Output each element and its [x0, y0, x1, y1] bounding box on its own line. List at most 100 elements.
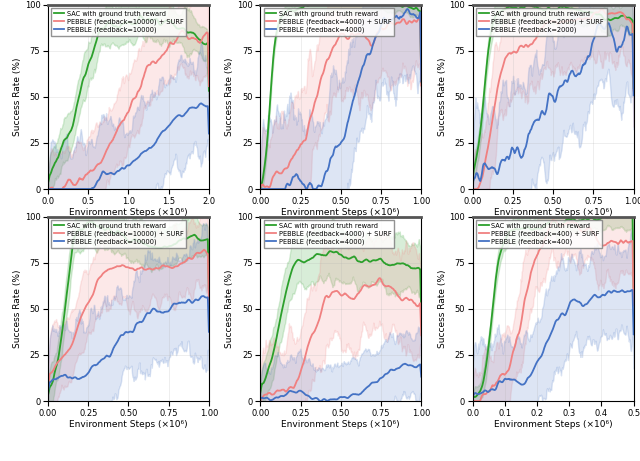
Text: (a) Hammer: (a) Hammer — [93, 259, 164, 272]
PEBBLE (feedback=4000) + SURF — [403, 295, 410, 301]
Line: PEBBLE (feedback=2000): PEBBLE (feedback=2000) — [473, 23, 634, 182]
PEBBLE (feedback=10000) + SURF — [143, 267, 150, 272]
Line: PEBBLE (feedback=4000) + SURF: PEBBLE (feedback=4000) + SURF — [260, 17, 421, 188]
Line: PEBBLE (feedback=400): PEBBLE (feedback=400) — [473, 290, 634, 397]
Line: SAC with ground truth reward: SAC with ground truth reward — [48, 16, 209, 183]
PEBBLE (feedback=10000) + SURF — [45, 186, 52, 192]
Line: SAC with ground truth reward: SAC with ground truth reward — [260, 5, 421, 188]
PEBBLE (feedback=4000) — [257, 186, 264, 192]
PEBBLE (feedback=400) — [628, 287, 636, 293]
SAC with ground truth reward — [353, 257, 360, 263]
PEBBLE (feedback=10000) + SURF — [140, 266, 147, 272]
SAC with ground truth reward — [180, 236, 188, 241]
PEBBLE (feedback=10000) — [45, 186, 52, 192]
PEBBLE (feedback=4000) — [356, 391, 364, 397]
PEBBLE (feedback=4000) + SURF — [355, 31, 363, 36]
PEBBLE (feedback=10000) + SURF — [190, 254, 198, 260]
PEBBLE (feedback=10000) — [190, 105, 198, 110]
PEBBLE (feedback=4000) — [352, 392, 360, 397]
SAC with ground truth reward — [564, 6, 572, 11]
SAC with ground truth reward — [605, 214, 612, 219]
PEBBLE (feedback=4000) — [417, 374, 425, 379]
PEBBLE (feedback=10000) — [205, 329, 212, 335]
SAC with ground truth reward — [469, 172, 477, 177]
PEBBLE (feedback=10000) + SURF — [140, 74, 148, 79]
PEBBLE (feedback=2000) + SURF — [630, 88, 637, 93]
Legend: SAC with ground truth reward, PEBBLE (feedback=10000) + SURF, PEBBLE (feedback=1: SAC with ground truth reward, PEBBLE (fe… — [51, 8, 186, 35]
X-axis label: Environment Steps (×10⁶): Environment Steps (×10⁶) — [69, 208, 188, 218]
SAC with ground truth reward — [205, 88, 212, 94]
PEBBLE (feedback=10000) + SURF — [44, 385, 52, 391]
SAC with ground truth reward — [568, 6, 575, 11]
PEBBLE (feedback=400) — [604, 289, 612, 294]
PEBBLE (feedback=10000) + SURF — [180, 260, 188, 265]
PEBBLE (feedback=4000) — [352, 89, 360, 95]
PEBBLE (feedback=4000) + SURF — [352, 32, 360, 37]
PEBBLE (feedback=4000) + SURF — [257, 184, 265, 189]
SAC with ground truth reward — [326, 248, 334, 254]
SAC with ground truth reward — [469, 395, 477, 401]
SAC with ground truth reward — [615, 15, 623, 20]
X-axis label: Environment Steps (×10⁶): Environment Steps (×10⁶) — [494, 420, 612, 430]
SAC with ground truth reward — [630, 85, 637, 91]
Text: (b) Door Open: (b) Door Open — [299, 259, 383, 272]
PEBBLE (feedback=10000) — [140, 318, 147, 323]
Y-axis label: Success Rate (%): Success Rate (%) — [13, 270, 22, 348]
SAC with ground truth reward — [191, 232, 198, 237]
PEBBLE (feedback=10000) — [140, 149, 147, 155]
PEBBLE (feedback=4000) + SURF — [257, 397, 265, 402]
PEBBLE (feedback=4000) — [355, 77, 363, 83]
PEBBLE (feedback=400) + SURF — [630, 302, 637, 308]
PEBBLE (feedback=2000) + SURF — [564, 18, 572, 24]
PEBBLE (feedback=4000) — [401, 361, 409, 366]
X-axis label: Environment Steps (×10⁶): Environment Steps (×10⁶) — [494, 208, 612, 218]
PEBBLE (feedback=4000) — [404, 6, 412, 12]
PEBBLE (feedback=10000) — [199, 293, 207, 299]
SAC with ground truth reward — [44, 180, 52, 186]
PEBBLE (feedback=4000) — [392, 13, 400, 19]
PEBBLE (feedback=4000) — [316, 398, 324, 404]
SAC with ground truth reward — [143, 242, 151, 248]
PEBBLE (feedback=400) — [564, 304, 572, 310]
SAC with ground truth reward — [45, 178, 52, 184]
PEBBLE (feedback=4000) — [403, 362, 411, 367]
Legend: SAC with ground truth reward, PEBBLE (feedback=2000) + SURF, PEBBLE (feedback=20: SAC with ground truth reward, PEBBLE (fe… — [476, 8, 607, 35]
PEBBLE (feedback=4000) — [417, 79, 425, 84]
SAC with ground truth reward — [565, 6, 573, 11]
PEBBLE (feedback=4000) + SURF — [352, 294, 360, 299]
PEBBLE (feedback=400) — [614, 289, 622, 295]
SAC with ground truth reward — [564, 216, 572, 222]
PEBBLE (feedback=2000) + SURF — [605, 11, 612, 17]
SAC with ground truth reward — [393, 3, 401, 8]
PEBBLE (feedback=4000) + SURF — [352, 32, 360, 37]
PEBBLE (feedback=10000) + SURF — [143, 65, 150, 70]
PEBBLE (feedback=10000) — [45, 386, 52, 392]
PEBBLE (feedback=2000) — [630, 93, 637, 98]
Line: SAC with ground truth reward: SAC with ground truth reward — [260, 251, 421, 392]
PEBBLE (feedback=4000) — [393, 366, 401, 372]
PEBBLE (feedback=4000) — [257, 396, 264, 402]
SAC with ground truth reward — [403, 3, 410, 8]
PEBBLE (feedback=10000) — [180, 113, 188, 118]
Line: PEBBLE (feedback=10000) + SURF: PEBBLE (feedback=10000) + SURF — [48, 250, 209, 388]
PEBBLE (feedback=4000) + SURF — [352, 294, 360, 300]
PEBBLE (feedback=4000) + SURF — [376, 275, 383, 281]
Line: PEBBLE (feedback=4000): PEBBLE (feedback=4000) — [260, 364, 421, 401]
PEBBLE (feedback=4000) + SURF — [257, 397, 264, 403]
PEBBLE (feedback=10000) + SURF — [200, 247, 208, 253]
PEBBLE (feedback=2000) — [567, 69, 575, 74]
PEBBLE (feedback=10000) + SURF — [45, 381, 52, 386]
PEBBLE (feedback=10000) + SURF — [140, 75, 147, 81]
PEBBLE (feedback=400) — [630, 331, 637, 337]
PEBBLE (feedback=4000) + SURF — [417, 14, 424, 20]
PEBBLE (feedback=2000) — [605, 21, 612, 26]
PEBBLE (feedback=10000) — [140, 149, 148, 154]
SAC with ground truth reward — [352, 256, 360, 262]
Legend: SAC with ground truth reward, PEBBLE (feedback=10000) + SURF, PEBBLE (feedback=1: SAC with ground truth reward, PEBBLE (fe… — [51, 220, 186, 248]
PEBBLE (feedback=10000) — [44, 389, 52, 395]
PEBBLE (feedback=400) + SURF — [469, 398, 477, 403]
Y-axis label: Success Rate (%): Success Rate (%) — [13, 58, 22, 136]
SAC with ground truth reward — [205, 290, 212, 296]
PEBBLE (feedback=10000) + SURF — [44, 186, 52, 192]
PEBBLE (feedback=10000) — [198, 100, 205, 106]
